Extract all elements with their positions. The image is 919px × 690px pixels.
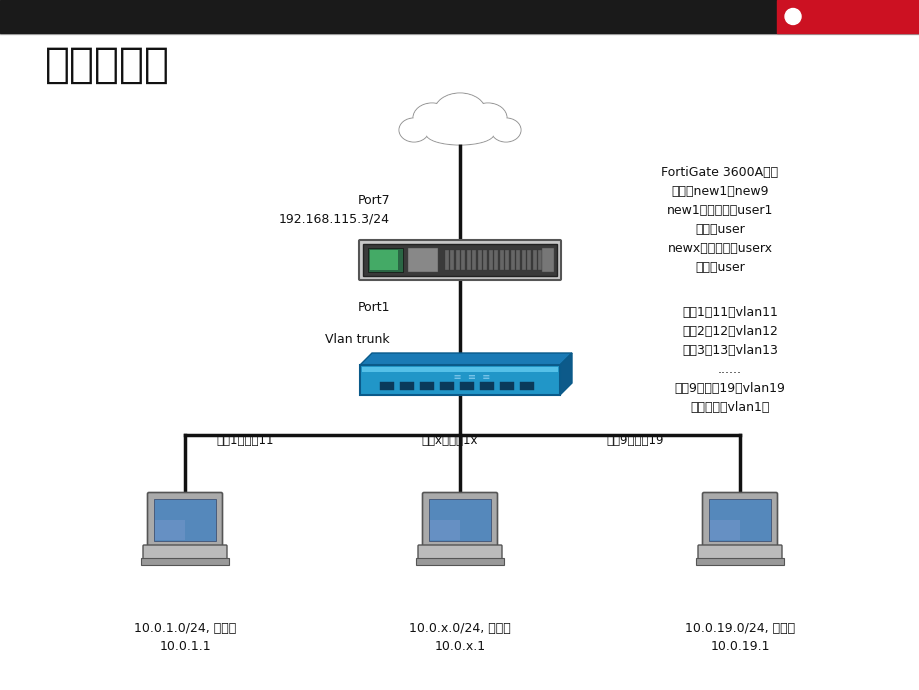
FancyBboxPatch shape [698,545,781,559]
Ellipse shape [399,118,428,142]
Bar [428,499,491,541]
Ellipse shape [434,93,485,131]
FancyBboxPatch shape [417,545,502,559]
Text: 接口1和接口11: 接口1和接口11 [216,434,274,447]
Ellipse shape [399,119,428,141]
Bar [709,499,770,541]
Bar [153,499,216,541]
Bar [499,382,514,390]
Bar [380,382,393,390]
Ellipse shape [413,104,450,132]
Bar [445,250,448,270]
Bar [450,250,454,270]
FancyBboxPatch shape [147,493,222,547]
Text: 接口1和11在vlan11
接口2和12在vlan12
接口3和13在vlan13
......
接口9和接口19在vlan19
其他接口在vlan1里: 接口1和11在vlan11 接口2和12在vlan12 接口3和13在vlan1… [674,306,785,414]
Polygon shape [359,353,572,365]
Bar [505,250,509,270]
Ellipse shape [425,123,494,145]
Bar [489,250,493,270]
Bar [541,248,553,272]
Text: 10.0.1.0/24, 网关为
10.0.1.1: 10.0.1.0/24, 网关为 10.0.1.1 [134,622,236,653]
Bar [478,250,482,270]
Bar [709,520,739,540]
Text: FortiGate 3600A划分
虚拟域new1到new9
new1的管理员是user1
密码是user
newx的管理员是userx
密码是user: FortiGate 3600A划分 虚拟域new1到new9 new1的管理员是… [661,166,777,274]
Text: 10.0.19.0/24, 网关为
10.0.19.1: 10.0.19.0/24, 网关为 10.0.19.1 [684,622,794,653]
Text: 接口x和接口1x: 接口x和接口1x [421,434,478,447]
Bar [141,558,229,565]
Bar [368,248,403,272]
Bar [415,558,504,565]
Bar [0,0,919,33]
Bar [407,248,437,272]
Ellipse shape [491,118,520,142]
Bar [472,250,476,270]
Text: Port7
192.168.115.3/24: Port7 192.168.115.3/24 [278,195,390,226]
Text: Port1: Port1 [357,302,390,315]
Text: ≡  ≡  ≡: ≡ ≡ ≡ [441,372,490,382]
Ellipse shape [434,94,485,130]
Bar [456,250,460,270]
Bar [532,250,537,270]
Text: Vlan trunk: Vlan trunk [325,333,390,346]
Ellipse shape [469,103,506,133]
FancyBboxPatch shape [422,493,497,547]
Bar [429,520,460,540]
Bar [777,0,919,33]
Bar [510,250,515,270]
Bar [420,382,434,390]
Bar [480,382,494,390]
Text: 接口9和接口19: 接口9和接口19 [606,434,663,447]
Text: 10.0.x.0/24, 网关为
10.0.x.1: 10.0.x.0/24, 网关为 10.0.x.1 [409,622,510,653]
Bar [361,367,558,372]
Bar [519,382,533,390]
Bar [461,250,465,270]
Bar [499,250,504,270]
Bar [460,382,473,390]
Bar [483,250,487,270]
Ellipse shape [413,103,450,133]
Bar [696,558,783,565]
Bar [527,250,531,270]
Circle shape [784,8,800,25]
Bar [521,250,526,270]
Bar [363,244,556,276]
FancyBboxPatch shape [358,240,561,280]
Bar [516,250,520,270]
Ellipse shape [426,124,493,144]
Ellipse shape [469,104,506,132]
Polygon shape [560,353,572,395]
FancyBboxPatch shape [142,545,227,559]
Bar [439,382,453,390]
Bar [538,250,542,270]
Bar [467,250,471,270]
Bar [369,250,398,270]
FancyBboxPatch shape [702,493,777,547]
Bar [400,382,414,390]
Bar [154,520,185,540]
Text: 实验拓扑图: 实验拓扑图 [45,44,170,86]
Bar [494,250,498,270]
Bar [359,365,560,395]
Ellipse shape [491,119,520,141]
